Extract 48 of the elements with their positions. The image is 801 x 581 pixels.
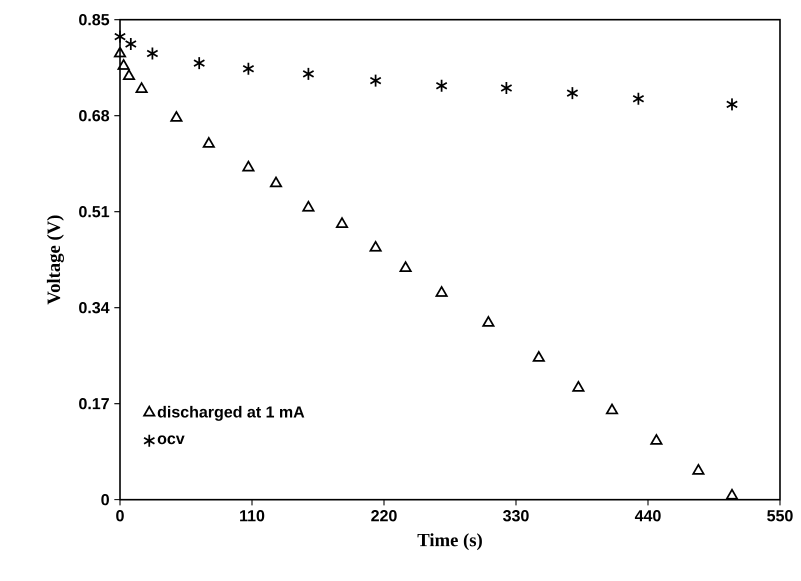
- y-tick-label: 0.51: [79, 206, 110, 218]
- point: [482, 316, 494, 327]
- y-tick-label: 0.34: [79, 302, 110, 314]
- x-tick-label: 550: [767, 510, 793, 522]
- point: [302, 200, 314, 212]
- x-tick-label: 440: [634, 510, 661, 522]
- point: [726, 97, 738, 112]
- point: [566, 86, 578, 100]
- y-tick-label: 0.85: [79, 14, 110, 26]
- point: [114, 46, 126, 58]
- point: [500, 81, 512, 95]
- y-tick-label: 0.17: [79, 398, 109, 410]
- point: [118, 59, 130, 70]
- point: [336, 217, 348, 228]
- y-tick-label: 0: [101, 494, 109, 506]
- point: [650, 434, 662, 445]
- x-tick-label: 220: [371, 510, 397, 522]
- point: [436, 286, 448, 297]
- point: [632, 92, 644, 106]
- x-tick-label: 330: [503, 510, 529, 522]
- y-axis-title: Voltage (V): [46, 215, 64, 304]
- point: [136, 82, 148, 93]
- point: [170, 111, 182, 122]
- point: [270, 176, 282, 188]
- x-tick-label: 0: [116, 510, 124, 522]
- point: [436, 78, 448, 93]
- point: [242, 160, 254, 172]
- point: [370, 240, 382, 252]
- point: [692, 464, 704, 475]
- point: [302, 67, 314, 81]
- legend-label: discharged at 1 mA: [158, 406, 304, 421]
- x-tick-label: 110: [240, 510, 264, 522]
- point: [202, 137, 215, 148]
- point: [532, 351, 545, 362]
- point: [146, 46, 158, 60]
- point: [114, 30, 126, 44]
- point: [400, 261, 412, 272]
- point: [124, 37, 137, 51]
- point: [606, 404, 618, 414]
- point: [242, 62, 254, 76]
- point: [122, 69, 136, 80]
- x-axis-title: Time (s): [418, 533, 482, 550]
- y-tick-label: 0.68: [79, 110, 110, 122]
- point: [572, 380, 584, 392]
- legend-label: ocv: [158, 435, 185, 444]
- point: [726, 488, 738, 500]
- point: [370, 74, 382, 88]
- point: [193, 56, 206, 70]
